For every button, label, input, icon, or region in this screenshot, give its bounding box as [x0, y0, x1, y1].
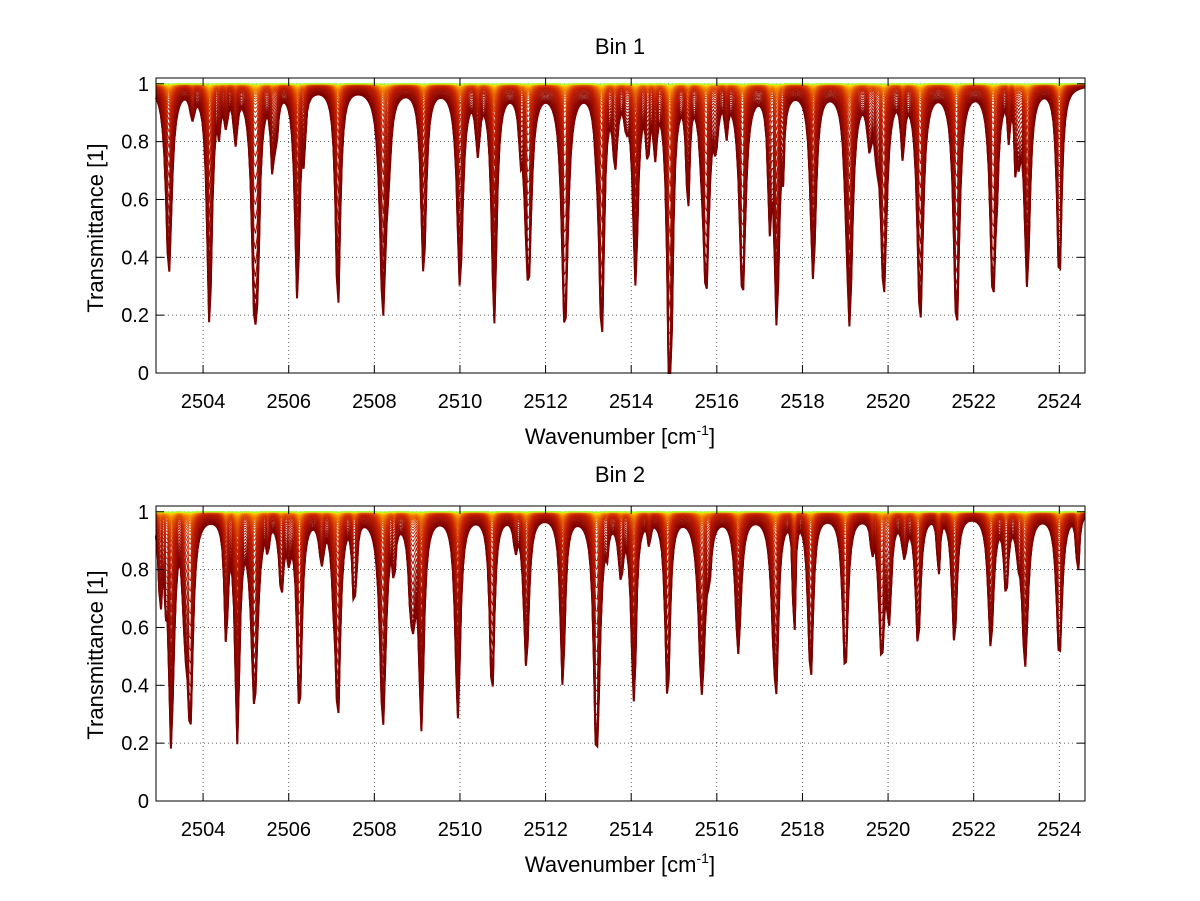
- plot-title: Bin 2: [595, 462, 645, 487]
- series-line: [155, 513, 1086, 589]
- series-line: [155, 85, 1086, 257]
- y-tick-label: 0.8: [121, 132, 149, 154]
- x-tick-label: 2522: [951, 819, 996, 841]
- y-axis-label: Transmittance [1]: [83, 570, 108, 739]
- x-tick-label: 2504: [181, 391, 226, 413]
- y-tick-label: 0.2: [121, 733, 149, 755]
- y-tick-label: 0.4: [121, 247, 149, 269]
- x-tick-label: 2512: [523, 819, 568, 841]
- series-line: [155, 84, 1086, 237]
- x-tick-label: 2506: [266, 391, 311, 413]
- x-tick-label: 2514: [609, 819, 654, 841]
- series-line: [155, 516, 1086, 694]
- x-tick-label: 2516: [695, 819, 740, 841]
- x-tick-label: 2510: [438, 819, 483, 841]
- x-tick-label: 2512: [523, 391, 568, 413]
- x-tick-label: 2504: [181, 819, 226, 841]
- x-tick-label: 2522: [951, 391, 996, 413]
- series-line: [155, 85, 1086, 310]
- x-tick-label: 2520: [866, 391, 911, 413]
- series-line: [155, 514, 1086, 626]
- y-tick-label: 0.6: [121, 189, 149, 211]
- x-tick-label: 2506: [266, 819, 311, 841]
- series-line: [155, 513, 1086, 601]
- series-line: [155, 84, 1086, 187]
- x-tick-label: 2508: [352, 391, 397, 413]
- y-tick-label: 0: [138, 363, 149, 385]
- y-tick-label: 0.8: [121, 560, 149, 582]
- series-line: [155, 514, 1086, 639]
- x-axis-label: Wavenumber [cm-1]: [525, 850, 715, 877]
- x-tick-label: 2518: [780, 819, 825, 841]
- panel-bin-1: Bin 1 2504 2506 2508 2510 2512 2514 2516 2518 25…: [83, 34, 1086, 449]
- series-line: [155, 513, 1086, 613]
- y-tick-label: 1: [138, 502, 149, 524]
- series-line: [155, 516, 1086, 707]
- series-line: [155, 84, 1086, 202]
- series-line: [155, 85, 1086, 277]
- x-tick-label: 2524: [1037, 391, 1082, 413]
- x-tick-label: 2514: [609, 391, 654, 413]
- axes-box: [155, 505, 1086, 802]
- y-axis-label: Transmittance [1]: [83, 143, 108, 312]
- x-tick-label: 2520: [866, 819, 911, 841]
- x-tick-label: 2518: [780, 391, 825, 413]
- y-tick-label: 0.2: [121, 305, 149, 327]
- panel-bin-2: Bin 2 2504 2506 2508 2510 2512 2514 2516 2518 25…: [83, 462, 1086, 877]
- x-tick-label: 2510: [438, 391, 483, 413]
- series-line: [155, 84, 1086, 162]
- series-line: [155, 85, 1086, 295]
- x-tick-label: 2524: [1037, 819, 1082, 841]
- series-group: [155, 83, 1086, 374]
- x-tick-label: 2516: [695, 391, 740, 413]
- y-tick-label: 0: [138, 791, 149, 813]
- series-line: [155, 515, 1086, 667]
- series-line: [155, 515, 1086, 681]
- ticks: 2504 2506 2508 2510 2512 2514 2516 2518 2520 2522…: [121, 502, 1085, 841]
- series-group: [155, 511, 1086, 749]
- y-tick-label: 0.4: [121, 675, 149, 697]
- plot-title: Bin 1: [595, 34, 645, 59]
- ticks: 2504 2506 2508 2510 2512 2514 2516 2518 2520 2522…: [121, 74, 1085, 413]
- series-line: [155, 84, 1086, 219]
- x-axis-label: Wavenumber [cm-1]: [525, 422, 715, 449]
- series-line: [156, 83, 1085, 85]
- axes-box: [155, 77, 1086, 374]
- y-tick-label: 0.6: [121, 617, 149, 639]
- series-line: [155, 514, 1086, 654]
- series-line: [155, 86, 1086, 323]
- series-line: [155, 516, 1086, 718]
- x-tick-label: 2508: [352, 819, 397, 841]
- y-tick-label: 1: [138, 74, 149, 96]
